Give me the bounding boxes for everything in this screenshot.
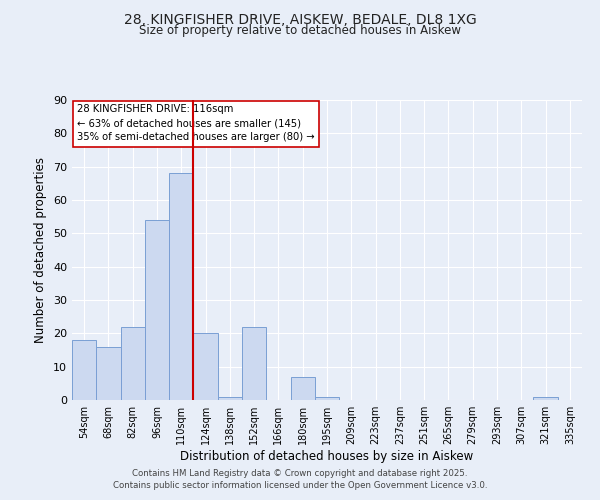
- Text: 28 KINGFISHER DRIVE: 116sqm
← 63% of detached houses are smaller (145)
35% of se: 28 KINGFISHER DRIVE: 116sqm ← 63% of det…: [77, 104, 315, 142]
- Bar: [533, 396, 558, 400]
- Bar: [242, 326, 266, 400]
- Bar: [218, 396, 242, 400]
- Bar: [169, 174, 193, 400]
- X-axis label: Distribution of detached houses by size in Aiskew: Distribution of detached houses by size …: [181, 450, 473, 463]
- Bar: [145, 220, 169, 400]
- Text: Contains HM Land Registry data © Crown copyright and database right 2025.
Contai: Contains HM Land Registry data © Crown c…: [113, 468, 487, 490]
- Bar: [315, 396, 339, 400]
- Text: 28, KINGFISHER DRIVE, AISKEW, BEDALE, DL8 1XG: 28, KINGFISHER DRIVE, AISKEW, BEDALE, DL…: [124, 12, 476, 26]
- Y-axis label: Number of detached properties: Number of detached properties: [34, 157, 47, 343]
- Text: Size of property relative to detached houses in Aiskew: Size of property relative to detached ho…: [139, 24, 461, 37]
- Bar: [121, 326, 145, 400]
- Bar: [290, 376, 315, 400]
- Bar: [96, 346, 121, 400]
- Bar: [72, 340, 96, 400]
- Bar: [193, 334, 218, 400]
